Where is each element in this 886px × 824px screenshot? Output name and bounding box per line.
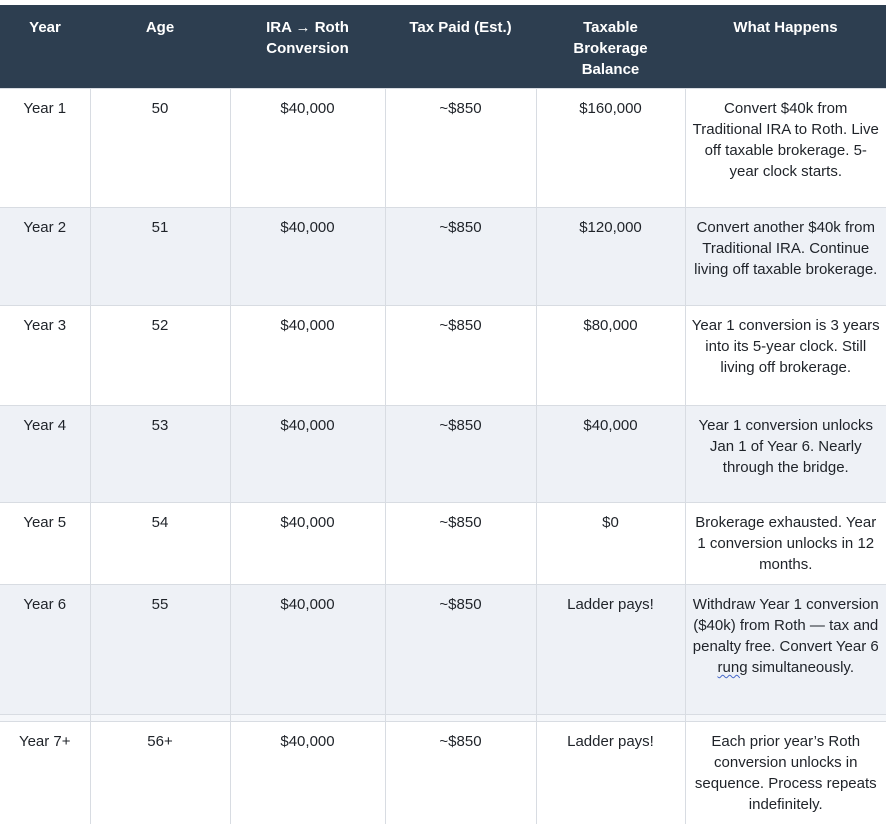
header-what-happens: What Happens	[685, 5, 886, 89]
what-happens-text: simultaneously.	[748, 659, 854, 676]
table-row: Year 1 50 $40,000 ~$850 $160,000 Convert…	[0, 89, 886, 208]
cell-conversion: $40,000	[230, 306, 385, 406]
cell-tax-paid: ~$850	[385, 208, 536, 306]
cell-tax-paid: ~$850	[385, 89, 536, 208]
cell-conversion: $40,000	[230, 89, 385, 208]
cell-age: 53	[90, 406, 230, 503]
cell-conversion: $40,000	[230, 503, 385, 585]
cell-what-happens: Year 1 conversion is 3 years into its 5-…	[685, 306, 886, 406]
cell-tax-paid: ~$850	[385, 585, 536, 715]
cell-brokerage: Ladder pays!	[536, 585, 685, 715]
cell-age: 52	[90, 306, 230, 406]
table-row: Year 7+ 56+ $40,000 ~$850 Ladder pays! E…	[0, 722, 886, 824]
cell-age: 50	[90, 89, 230, 208]
table-body: Year 1 50 $40,000 ~$850 $160,000 Convert…	[0, 89, 886, 824]
cell-what-happens: Year 1 conversion unlocks Jan 1 of Year …	[685, 406, 886, 503]
cell-brokerage: $160,000	[536, 89, 685, 208]
cell-age: 55	[90, 585, 230, 715]
cell-tax-paid: ~$850	[385, 722, 536, 824]
cell-what-happens: Each prior year’s Roth conversion unlock…	[685, 722, 886, 824]
cell-conversion: $40,000	[230, 208, 385, 306]
cell-brokerage: Ladder pays!	[536, 722, 685, 824]
header-age: Age	[90, 5, 230, 89]
cell-age: 56+	[90, 722, 230, 824]
cell-year: Year 2	[0, 208, 90, 306]
cell-brokerage: $80,000	[536, 306, 685, 406]
cell-what-happens: Brokerage exhausted. Year 1 conversion u…	[685, 503, 886, 585]
header-conversion: IRA → Roth Conversion	[230, 5, 385, 89]
cell-age: 54	[90, 503, 230, 585]
rung-spellcheck-word: rung	[718, 659, 748, 676]
header-year: Year	[0, 5, 90, 89]
cell-year: Year 3	[0, 306, 90, 406]
cell-what-happens: Convert $40k from Traditional IRA to Rot…	[685, 89, 886, 208]
roth-ladder-table: Year Age IRA → Roth Conversion Tax Paid …	[0, 5, 886, 824]
cell-tax-paid: ~$850	[385, 306, 536, 406]
spacer-row	[0, 715, 886, 722]
cell-age: 51	[90, 208, 230, 306]
cell-tax-paid: ~$850	[385, 406, 536, 503]
cell-what-happens: Convert another $40k from Traditional IR…	[685, 208, 886, 306]
cell-year: Year 7+	[0, 722, 90, 824]
cell-year: Year 1	[0, 89, 90, 208]
cell-year: Year 4	[0, 406, 90, 503]
header-row: Year Age IRA → Roth Conversion Tax Paid …	[0, 5, 886, 89]
table-row: Year 3 52 $40,000 ~$850 $80,000 Year 1 c…	[0, 306, 886, 406]
table-header: Year Age IRA → Roth Conversion Tax Paid …	[0, 5, 886, 89]
cell-tax-paid: ~$850	[385, 503, 536, 585]
what-happens-text: Withdraw Year 1 conversion ($40k) from R…	[693, 596, 879, 655]
table-row: Year 4 53 $40,000 ~$850 $40,000 Year 1 c…	[0, 406, 886, 503]
cell-brokerage: $120,000	[536, 208, 685, 306]
table-row: Year 5 54 $40,000 ~$850 $0 Brokerage exh…	[0, 503, 886, 585]
table-row: Year 2 51 $40,000 ~$850 $120,000 Convert…	[0, 208, 886, 306]
cell-conversion: $40,000	[230, 406, 385, 503]
cell-year: Year 5	[0, 503, 90, 585]
cell-year: Year 6	[0, 585, 90, 715]
cell-conversion: $40,000	[230, 722, 385, 824]
cell-brokerage: $0	[536, 503, 685, 585]
header-tax-paid: Tax Paid (Est.)	[385, 5, 536, 89]
table-row: Year 6 55 $40,000 ~$850 Ladder pays! Wit…	[0, 585, 886, 715]
cell-what-happens: Withdraw Year 1 conversion ($40k) from R…	[685, 585, 886, 715]
cell-brokerage: $40,000	[536, 406, 685, 503]
cell-conversion: $40,000	[230, 585, 385, 715]
header-brokerage-balance: Taxable Brokerage Balance	[536, 5, 685, 89]
